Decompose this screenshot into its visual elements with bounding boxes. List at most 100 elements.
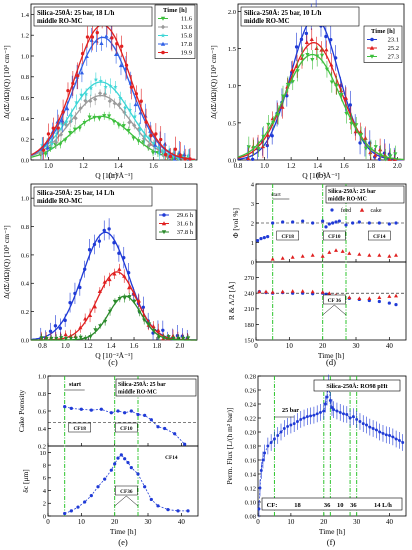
y-tick-label: 0.20: [245, 429, 256, 436]
data-point: [344, 223, 348, 227]
data-point: [300, 289, 305, 293]
data-point: [294, 45, 299, 49]
data-point: [324, 34, 328, 39]
data-point: [148, 129, 153, 133]
data-point: [113, 462, 117, 466]
data-point: [322, 409, 326, 413]
data-point: [371, 427, 375, 430]
data-point: [116, 123, 121, 128]
data-point: [301, 219, 305, 223]
x-tick-label: 1.4: [107, 342, 116, 350]
data-point: [127, 295, 132, 299]
y-tick-label: 0.0: [228, 157, 236, 164]
data-point: [127, 285, 132, 290]
x-tick-label: 1.0: [260, 162, 269, 170]
data-point: [325, 395, 329, 399]
data-point: [97, 289, 102, 293]
legend-marker: [160, 33, 166, 38]
data-point: [368, 425, 372, 429]
data-point: [292, 422, 296, 426]
x-tick-label: 1.2: [287, 162, 296, 170]
data-point: [319, 410, 322, 414]
data-point: [104, 33, 109, 38]
data-point: [143, 485, 147, 489]
x-tick-label: 1.0: [61, 342, 70, 350]
x-tick-label: 0.8: [234, 162, 243, 170]
data-point: [176, 156, 182, 161]
annotation-box: [115, 485, 138, 496]
y-tick-label: 0.8: [21, 224, 29, 231]
data-point: [84, 54, 89, 58]
x-tick-label: 2.0: [175, 342, 184, 350]
chart-title: Silica-250Å: 25 bar: [328, 187, 376, 195]
data-point: [117, 267, 122, 271]
y-tick-label: 2: [251, 220, 254, 227]
data-point: [63, 511, 67, 516]
data-point: [102, 92, 108, 97]
data-point: [387, 157, 392, 161]
y-tick-label: 0.4: [21, 281, 30, 288]
x-tick-label: 1.8: [153, 342, 162, 350]
series-27.3: [237, 45, 405, 162]
data-point: [132, 123, 137, 128]
data-point: [117, 101, 122, 107]
legend-marker: [359, 207, 365, 212]
y-tick-label: 0.8: [38, 391, 46, 398]
data-point: [123, 457, 127, 461]
data-point: [88, 85, 94, 91]
data-point: [259, 469, 263, 472]
annotation-box: [323, 230, 346, 241]
data-point: [377, 299, 381, 304]
data-point: [58, 142, 63, 147]
data-point: [82, 120, 87, 125]
data-point: [168, 154, 173, 159]
legend-marker: [162, 213, 166, 217]
data-point: [266, 444, 270, 448]
fit-line: [237, 53, 405, 161]
legend-label: 25.2: [388, 45, 399, 52]
data-point: [401, 441, 405, 444]
data-point: [72, 127, 78, 132]
y-tick-label: 0: [251, 259, 254, 266]
data-point: [280, 94, 286, 99]
x-axis-label: Time [h]: [110, 527, 136, 536]
legend-label: 13.6: [181, 24, 193, 31]
data-point: [112, 299, 118, 304]
y-tick-label: 0.16: [245, 457, 257, 464]
x-tick-label: 30: [353, 342, 361, 350]
data-point: [56, 126, 60, 130]
chart-subtitle: middle RO-MC: [328, 197, 367, 203]
y-tick-label: 2: [43, 501, 46, 508]
data-point: [109, 411, 113, 415]
data-point: [351, 221, 355, 225]
data-point: [98, 78, 103, 83]
cf-value: 36: [324, 502, 331, 509]
data-point: [131, 291, 137, 296]
data-point: [334, 83, 339, 88]
title-frame: [240, 6, 360, 27]
data-point: [97, 116, 102, 121]
cf-value: 10: [337, 502, 344, 509]
y-tick-label: 0.26: [245, 387, 257, 394]
data-point: [143, 413, 147, 417]
data-point: [394, 221, 398, 225]
data-point: [146, 322, 152, 327]
data-point: [78, 335, 83, 340]
data-point: [49, 141, 55, 146]
data-point: [68, 336, 74, 341]
data-point: [280, 256, 285, 260]
data-point: [67, 130, 73, 135]
data-point: [281, 220, 285, 224]
y-tick-label: 2.0: [228, 9, 236, 16]
data-point: [256, 238, 260, 243]
y-axis-label: Δ(dΣ/dΩ)(Q) [10³ cm⁻¹]: [2, 225, 11, 299]
data-point: [373, 145, 378, 149]
data-point: [367, 221, 371, 225]
data-point: [358, 420, 362, 423]
x-axis-label: Time [h]: [319, 527, 345, 536]
data-point: [295, 69, 300, 74]
y-tick-label: 0.5: [228, 120, 236, 127]
data-point: [76, 74, 80, 78]
